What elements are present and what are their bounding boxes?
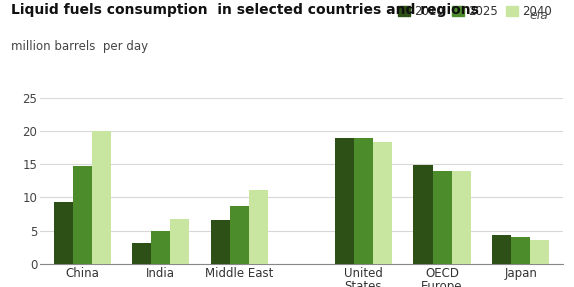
Text: Liquid fuels consumption  in selected countries and regions: Liquid fuels consumption in selected cou… xyxy=(11,3,479,17)
Bar xyxy=(151,231,170,264)
Bar xyxy=(72,166,92,264)
Bar xyxy=(452,172,471,264)
Bar xyxy=(413,166,433,264)
Legend: 2010, 2025, 2040: 2010, 2025, 2040 xyxy=(394,0,557,23)
Bar xyxy=(211,220,230,264)
Text: eia: eia xyxy=(529,9,548,22)
Bar xyxy=(433,172,452,264)
Bar xyxy=(354,137,373,264)
Bar xyxy=(132,243,151,264)
Bar xyxy=(511,237,530,264)
Bar xyxy=(335,138,354,264)
Bar xyxy=(492,235,511,264)
Bar xyxy=(530,240,549,264)
Bar xyxy=(373,142,392,264)
Text: million barrels  per day: million barrels per day xyxy=(11,40,149,53)
Bar xyxy=(53,202,72,264)
Bar xyxy=(230,206,249,264)
Bar xyxy=(249,190,268,264)
Bar xyxy=(170,219,189,264)
Bar xyxy=(92,131,111,264)
